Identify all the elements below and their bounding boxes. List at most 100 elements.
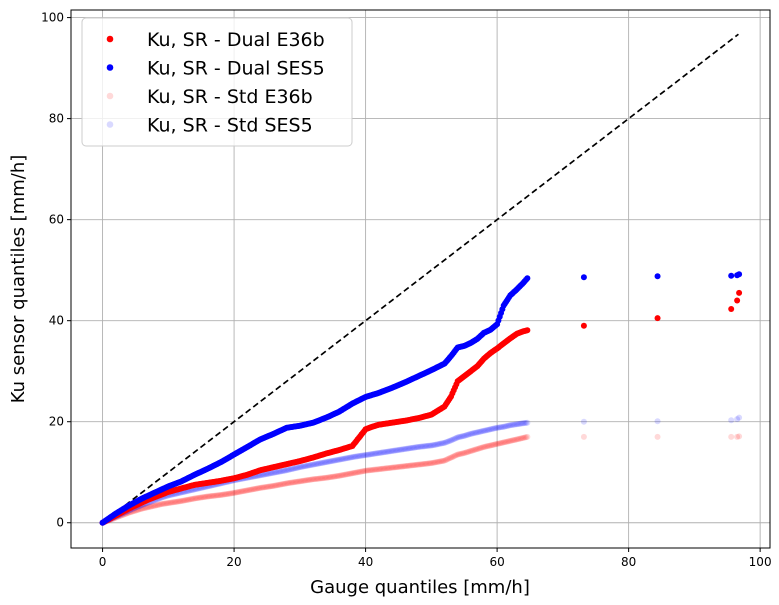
data-point bbox=[479, 428, 486, 435]
data-point bbox=[356, 468, 363, 475]
data-point bbox=[357, 468, 364, 475]
data-point bbox=[337, 472, 344, 479]
data-point bbox=[337, 456, 344, 463]
data-point bbox=[249, 486, 256, 493]
data-point bbox=[321, 459, 328, 466]
data-point bbox=[270, 469, 277, 476]
data-point bbox=[407, 445, 414, 452]
data-point bbox=[290, 479, 297, 486]
data-point bbox=[454, 434, 461, 441]
data-point bbox=[474, 445, 481, 452]
data-point bbox=[524, 275, 531, 282]
data-point bbox=[261, 484, 268, 491]
data-point bbox=[338, 456, 345, 463]
data-point bbox=[229, 490, 236, 497]
data-point bbox=[512, 421, 519, 428]
data-point bbox=[215, 492, 222, 499]
data-point bbox=[415, 443, 422, 450]
series-2 bbox=[99, 289, 743, 526]
data-point bbox=[423, 460, 430, 467]
data-point bbox=[325, 458, 332, 465]
data-point bbox=[409, 462, 416, 469]
data-point bbox=[286, 479, 293, 486]
data-point bbox=[363, 467, 370, 474]
data-point bbox=[495, 424, 502, 431]
data-point bbox=[340, 455, 347, 462]
data-point bbox=[509, 421, 516, 428]
data-point bbox=[379, 465, 386, 472]
data-point bbox=[167, 499, 174, 506]
data-point bbox=[508, 437, 515, 444]
data-point bbox=[736, 271, 743, 278]
data-point bbox=[319, 475, 326, 482]
data-point bbox=[499, 423, 506, 430]
data-point bbox=[433, 441, 440, 448]
data-point bbox=[306, 462, 313, 469]
data-point bbox=[279, 467, 286, 474]
data-point bbox=[324, 458, 331, 465]
data-point bbox=[240, 488, 247, 495]
data-point bbox=[437, 440, 444, 447]
data-point bbox=[327, 474, 334, 481]
data-point bbox=[317, 475, 324, 482]
data-point bbox=[496, 440, 503, 447]
data-point bbox=[304, 477, 311, 484]
data-point bbox=[478, 444, 485, 451]
x-axis-label: Gauge quantiles [mm/h] bbox=[310, 577, 530, 598]
data-point bbox=[483, 427, 490, 434]
data-point bbox=[359, 452, 366, 459]
data-point bbox=[271, 469, 278, 476]
data-point bbox=[349, 470, 356, 477]
data-point bbox=[254, 485, 261, 492]
data-point bbox=[346, 454, 353, 461]
data-point bbox=[284, 466, 291, 473]
data-point bbox=[524, 433, 531, 440]
data-point bbox=[370, 466, 377, 473]
data-point bbox=[295, 478, 302, 485]
data-point bbox=[429, 459, 436, 466]
data-point bbox=[327, 458, 334, 465]
data-point bbox=[424, 442, 431, 449]
data-point bbox=[291, 465, 298, 472]
data-point bbox=[400, 463, 407, 470]
data-point bbox=[366, 451, 373, 458]
data-point bbox=[329, 457, 336, 464]
y-axis-label: Ku sensor quantiles [mm/h] bbox=[8, 155, 29, 404]
data-point bbox=[409, 444, 416, 451]
data-point bbox=[267, 483, 274, 490]
data-point bbox=[156, 501, 163, 508]
data-point bbox=[306, 476, 313, 483]
data-point bbox=[213, 492, 220, 499]
x-tick-label: 100 bbox=[749, 555, 772, 569]
data-point bbox=[200, 494, 207, 501]
data-point bbox=[484, 443, 491, 450]
data-point bbox=[173, 498, 180, 505]
data-point bbox=[436, 458, 443, 465]
data-point bbox=[320, 475, 327, 482]
data-point bbox=[524, 419, 531, 426]
data-point bbox=[496, 424, 503, 431]
data-point bbox=[402, 463, 409, 470]
data-point bbox=[354, 453, 361, 460]
data-point bbox=[513, 421, 520, 428]
data-point bbox=[275, 481, 282, 488]
data-point bbox=[374, 466, 381, 473]
data-point bbox=[475, 445, 482, 452]
data-point bbox=[516, 435, 523, 442]
data-point bbox=[274, 482, 281, 489]
data-point bbox=[220, 491, 227, 498]
data-point bbox=[416, 443, 423, 450]
data-point bbox=[235, 489, 242, 496]
data-point bbox=[287, 479, 294, 486]
data-point bbox=[324, 474, 331, 481]
data-point bbox=[195, 494, 202, 501]
data-point bbox=[303, 477, 310, 484]
data-point bbox=[316, 475, 323, 482]
data-point bbox=[150, 502, 157, 509]
data-point bbox=[491, 441, 498, 448]
data-point bbox=[236, 488, 243, 495]
data-point bbox=[363, 451, 370, 458]
data-point bbox=[158, 501, 165, 508]
data-point bbox=[157, 501, 164, 508]
data-point bbox=[654, 315, 661, 322]
